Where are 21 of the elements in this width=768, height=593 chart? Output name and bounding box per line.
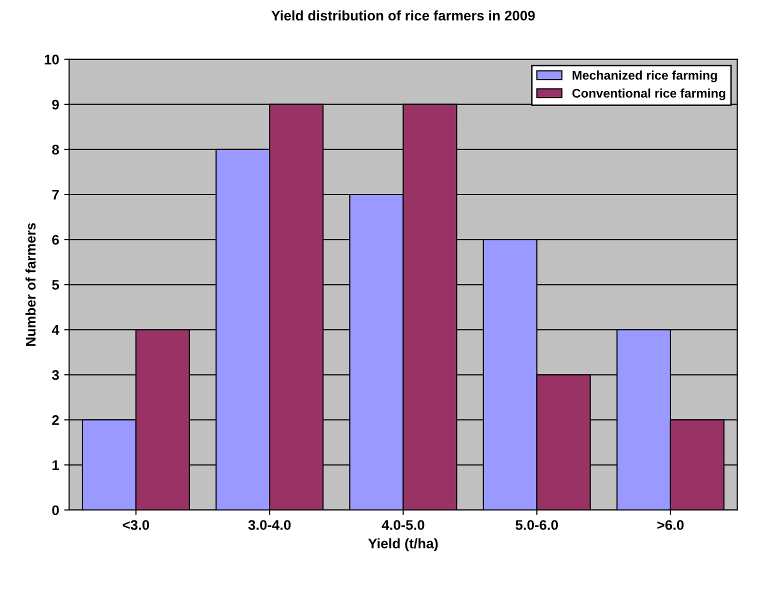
y-axis-title: Number of farmers — [25, 223, 36, 346]
y-tick-label: 4 — [52, 325, 60, 335]
y-tick-label: 6 — [52, 234, 59, 245]
y-tick-label: 0 — [52, 505, 59, 516]
x-axis-title: Yield (t/ha) — [368, 538, 438, 552]
chart-title: Yield distribution of rice farmers in 2009 — [271, 10, 535, 21]
x-tick-label: <3.0 — [122, 520, 150, 530]
x-tick-label: 4.0-5.0 — [382, 520, 424, 530]
y-tick-label: 2 — [52, 415, 59, 425]
x-tick-label: 5.0-6.0 — [516, 520, 558, 530]
y-tick-label: 9 — [52, 100, 59, 110]
y-tick-label: 5 — [52, 280, 60, 290]
x-tick-label: >6.0 — [657, 520, 684, 530]
y-tick-label: 7 — [52, 190, 59, 200]
y-tick-label: 3 — [52, 370, 59, 380]
y-tick-label: 10 — [44, 54, 59, 64]
legend-label: Mechanized rice farming — [572, 70, 717, 82]
legend-label: Conventional rice farming — [572, 88, 726, 100]
y-tick-label: 8 — [52, 144, 59, 155]
y-tick-label: 1 — [52, 460, 60, 470]
x-tick-label: 3.0-4.0 — [248, 520, 291, 530]
